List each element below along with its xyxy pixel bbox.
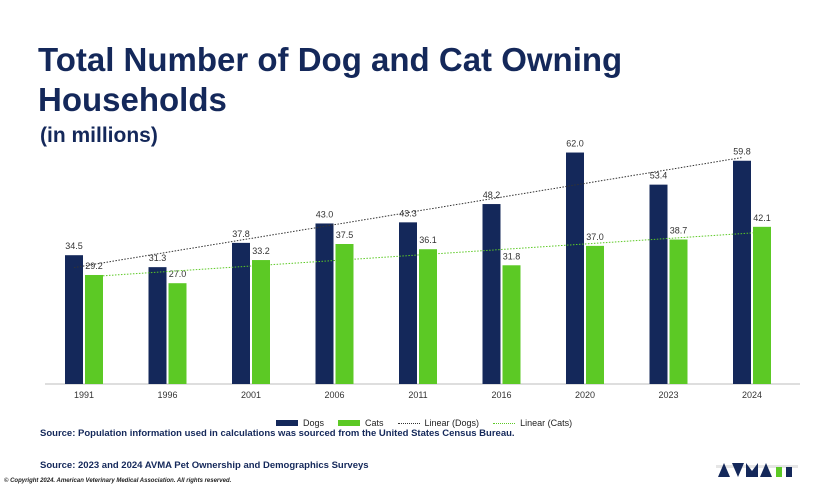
- x-tick-label-2006: 2006: [324, 390, 344, 400]
- chart-title: Total Number of Dog and Cat Owning House…: [38, 41, 623, 118]
- data-label-dogs-2020: 62.0: [566, 139, 584, 149]
- bar-cats-2001: [252, 260, 270, 384]
- x-tick-label-1996: 1996: [157, 390, 177, 400]
- chart-subtitle: (in millions): [40, 124, 158, 147]
- legend-label-cats: Cats: [365, 418, 384, 428]
- x-tick-label-2024: 2024: [742, 390, 762, 400]
- bar-dogs-2020: [566, 152, 584, 384]
- trendline-dogs: [73, 157, 743, 269]
- bar-cats-2020: [586, 245, 604, 384]
- x-tick-label-2011: 2011: [408, 390, 427, 400]
- legend-label-dogs: Dogs: [303, 418, 325, 428]
- trendline-cats: [93, 231, 763, 277]
- legend-label-linear-dogs: Linear (Dogs): [424, 418, 480, 428]
- bar-dogs-2001: [232, 242, 250, 384]
- data-label-dogs-2016: 48.2: [483, 190, 501, 200]
- bar-cats-2023: [669, 239, 688, 384]
- legend-swatch-dogs: [276, 420, 298, 426]
- data-label-cats-2011: 36.1: [419, 235, 437, 245]
- legend-swatch-linear-dogs: [397, 422, 420, 424]
- legend-swatch-cats: [338, 420, 361, 426]
- bar-dogs-2006: [315, 223, 334, 384]
- source-note-avma: Source: 2023 and 2024 AVMA Pet Ownership…: [40, 460, 369, 471]
- data-label-cats-1996: 27.0: [169, 269, 187, 279]
- data-label-dogs-2024: 59.8: [733, 147, 751, 157]
- bar-dogs-2016: [482, 204, 501, 384]
- legend-item-linear-cats: Linear (Cats): [493, 418, 572, 428]
- data-label-cats-2023: 38.7: [670, 226, 688, 236]
- data-label-cats-2006: 37.5: [336, 230, 354, 240]
- data-label-cats-2020: 37.0: [586, 232, 604, 242]
- legend-item-linear-dogs: Linear (Dogs): [397, 418, 480, 428]
- data-label-cats-2024: 42.1: [753, 213, 771, 223]
- bar-dogs-2024: [733, 160, 751, 384]
- legend-item-cats: Cats: [338, 418, 384, 428]
- bar-cats-2016: [502, 265, 521, 384]
- data-label-cats-1991: 29.2: [85, 261, 103, 271]
- x-tick-label-2020: 2020: [575, 390, 595, 400]
- avma-logo-icon: [716, 463, 798, 477]
- data-label-dogs-2011: 43.3: [399, 208, 417, 218]
- data-label-cats-2001: 33.2: [252, 246, 270, 256]
- data-label-dogs-1996: 31.3: [149, 253, 167, 263]
- source-note-census: Source: Population information used in c…: [40, 428, 515, 439]
- bar-cats-2006: [335, 244, 354, 384]
- x-tick-label-2016: 2016: [491, 390, 511, 400]
- bar-dogs-1991: [65, 255, 83, 384]
- data-label-cats-2016: 31.8: [503, 251, 521, 261]
- data-label-dogs-2001: 37.8: [232, 229, 250, 239]
- bar-dogs-2011: [399, 222, 417, 384]
- x-tick-label-2023: 2023: [658, 390, 678, 400]
- chart-legend: Dogs Cats Linear (Dogs) Linear (Cats): [276, 418, 572, 428]
- x-tick-label-2001: 2001: [241, 390, 261, 400]
- bar-cats-2011: [419, 249, 437, 384]
- data-label-dogs-2006: 43.0: [316, 209, 334, 219]
- bar-dogs-1996: [148, 267, 167, 384]
- legend-swatch-linear-cats: [493, 422, 516, 424]
- bar-cats-1996: [168, 283, 187, 384]
- legend-item-dogs: Dogs: [276, 418, 324, 428]
- bar-dogs-2023: [649, 184, 668, 384]
- bar-cats-2024: [753, 226, 771, 384]
- data-label-dogs-2023: 53.4: [650, 171, 668, 181]
- copyright-notice: © Copyright 2024. American Veterinary Me…: [4, 478, 232, 484]
- x-tick-label-1991: 1991: [74, 390, 94, 400]
- legend-label-linear-cats: Linear (Cats): [520, 418, 573, 428]
- bar-cats-1991: [85, 274, 103, 384]
- data-label-dogs-1991: 34.5: [65, 241, 83, 251]
